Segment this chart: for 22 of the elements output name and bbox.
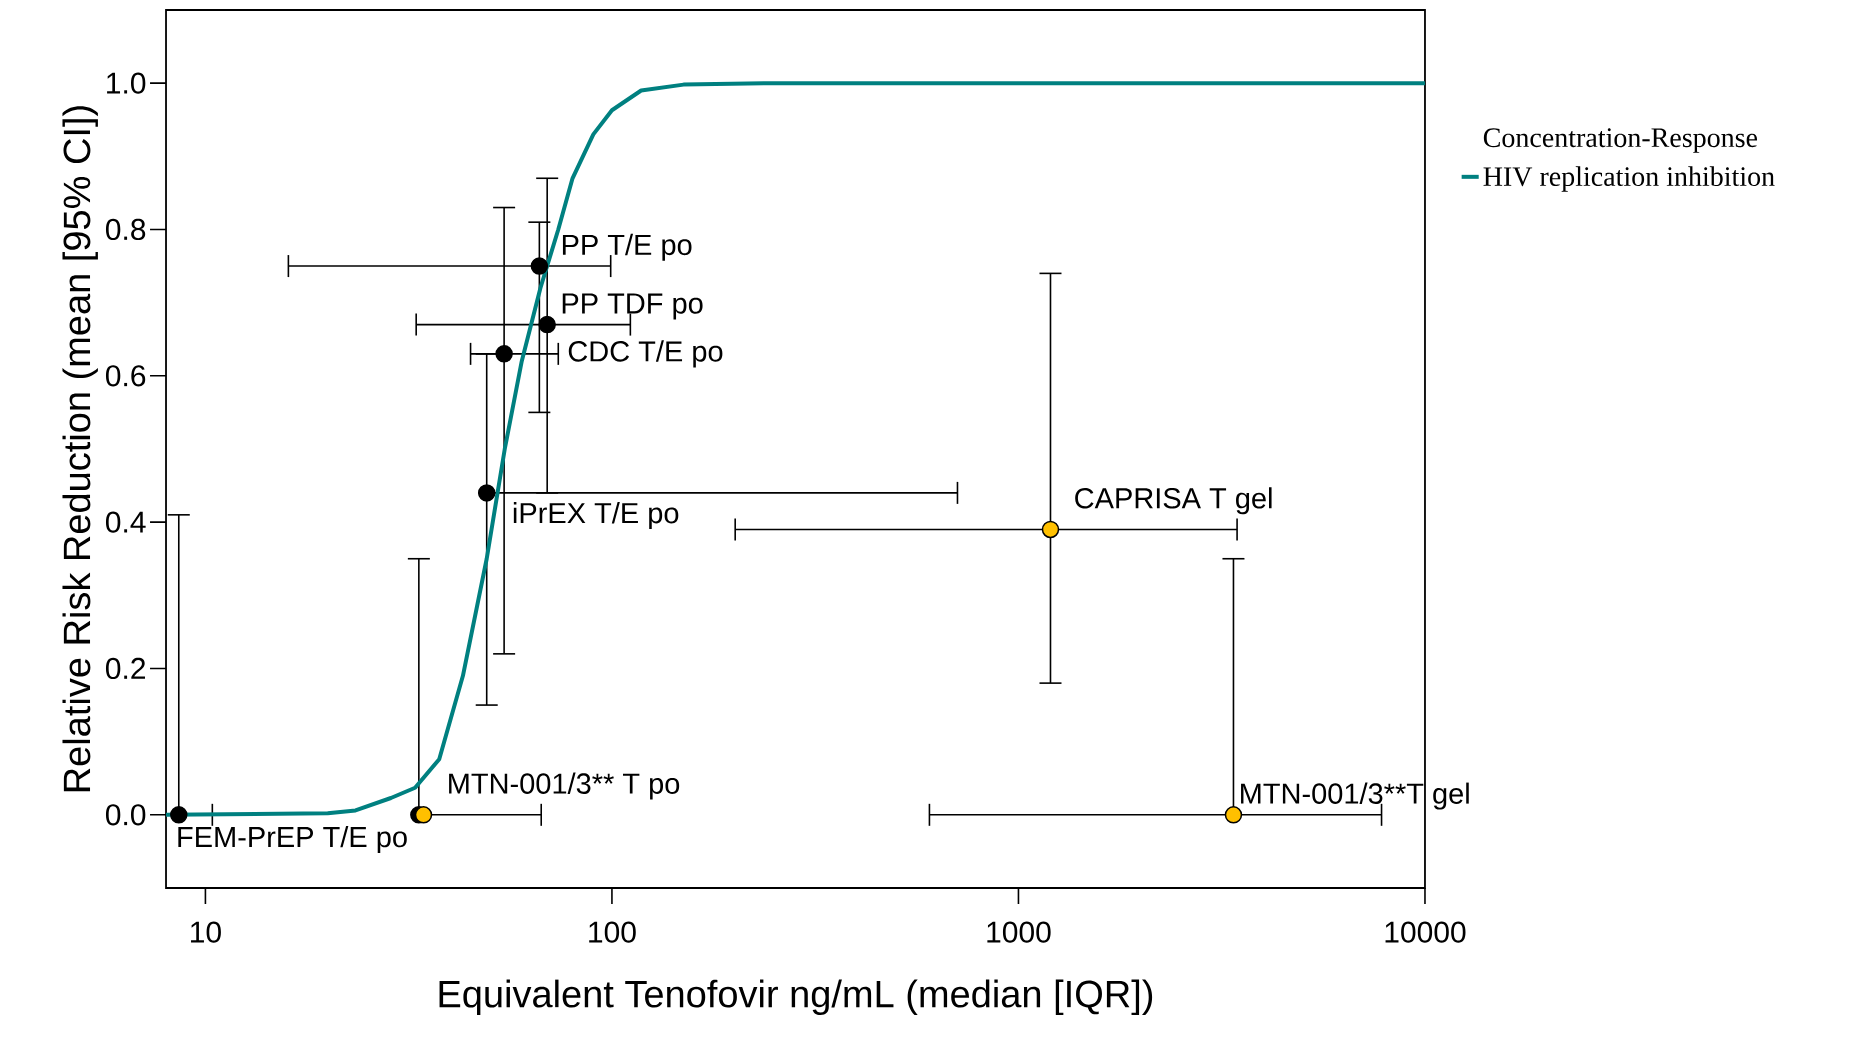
annotation: FEM-PrEP T/E po <box>178 826 407 854</box>
y-axis-title: Relative Risk Reduction (mean [95% CI]) <box>62 106 98 792</box>
annotation: PP T/E po <box>562 233 692 261</box>
x-tick-label: 1000 <box>987 921 1051 943</box>
x-tick-label: 100 <box>589 921 636 943</box>
annotation: PP TDF po <box>562 293 703 320</box>
annotation: MTN-001/3** T po <box>449 772 680 800</box>
y-tick-label: 0.4 <box>105 511 146 533</box>
x-axis-title: Equivalent Tenofovir ng/mL (median [IQR]) <box>439 979 1153 1016</box>
annotation: MTN-001/3**T gel <box>1241 782 1469 810</box>
x-tick-label: 10 <box>191 921 221 943</box>
y-tick-label: 0.0 <box>105 804 146 826</box>
annotation: iPrEX T/E po <box>513 502 679 530</box>
y-tick-label: 1.0 <box>107 72 146 94</box>
y-tick-label: 0.6 <box>105 365 146 387</box>
y-tick-label: 0.8 <box>105 218 146 241</box>
legend-title: Concentration-Response <box>1483 128 1758 153</box>
annotation: CDC T/E po <box>568 340 723 368</box>
x-tick-label: 10000 <box>1385 921 1466 943</box>
y-tick-label: 0.2 <box>105 657 145 680</box>
annotation: CAPRISA T gel <box>1075 487 1272 515</box>
legend-label: HIV replication inhibition <box>1483 166 1775 192</box>
